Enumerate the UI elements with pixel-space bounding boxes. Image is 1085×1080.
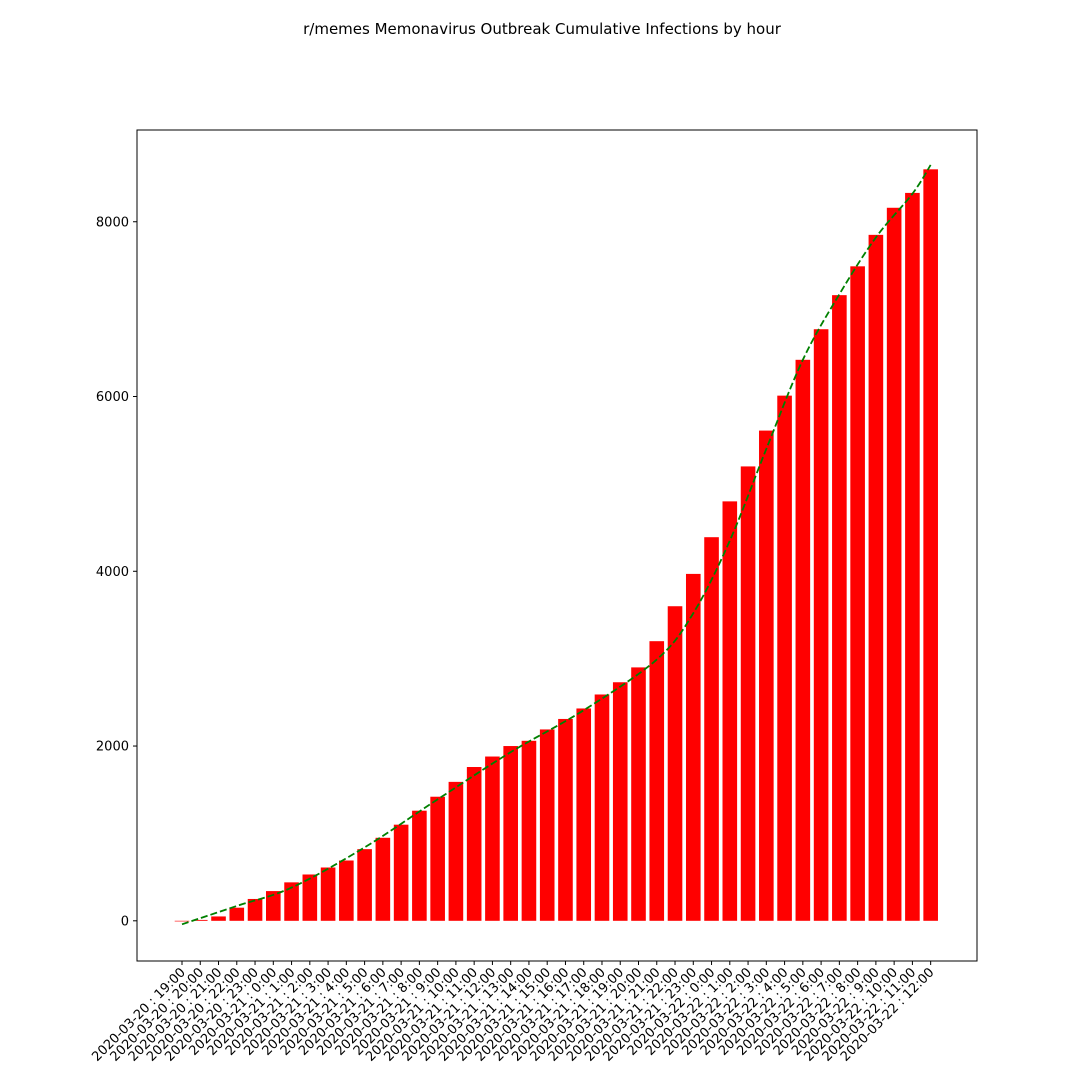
bar-39 [886,207,902,921]
bar-29 [704,537,719,921]
bar-10 [357,849,372,921]
bar-4 [247,898,263,921]
bar-26 [649,641,665,921]
bar-23 [594,694,610,921]
bar-2 [211,916,226,921]
bar-7 [302,874,318,921]
bar-0 [174,920,190,922]
bar-35 [813,329,829,921]
bar-27 [667,606,683,921]
bar-22 [576,708,592,921]
bar-31 [740,466,756,921]
bar-13 [412,810,427,921]
y-tick-label-3: 6000 [96,390,129,405]
bar-41 [923,169,938,921]
bar-21 [558,718,573,921]
chart-title: r/memes Memonavirus Outbreak Cumulative … [303,20,782,38]
bar-17 [485,756,500,921]
bar-28 [685,573,701,921]
bar-3 [229,907,245,921]
bar-18 [503,746,518,921]
bar-8 [320,867,336,921]
bar-38 [868,234,884,921]
bar-19 [521,740,537,921]
trend-line [181,164,932,926]
bar-34 [795,359,811,921]
bar-1 [192,919,208,921]
bar-16 [466,767,482,921]
y-tick-label-2: 4000 [96,565,129,580]
bar-11 [375,837,391,921]
plot-frame [136,129,978,962]
y-tick-label-1: 2000 [96,740,129,755]
bar-36 [832,295,847,921]
bar-12 [393,824,409,921]
y-tick-label-4: 8000 [96,215,129,230]
bar-5 [266,891,281,921]
bar-32 [759,430,774,921]
bar-30 [722,501,738,921]
y-axis: 0 2000 4000 6000 8000 [96,215,137,929]
bar-40 [905,192,920,921]
bar-33 [777,395,792,921]
bar-24 [612,682,628,921]
bar-9 [339,860,354,921]
bar-15 [448,781,464,921]
bar-20 [539,729,555,921]
bar-37 [850,266,865,921]
bar-25 [631,667,646,921]
trend-group [181,164,932,926]
bar-group [174,169,938,922]
y-tick-label-0: 0 [121,914,129,929]
bar-6 [284,882,299,921]
bar-14 [430,796,445,921]
